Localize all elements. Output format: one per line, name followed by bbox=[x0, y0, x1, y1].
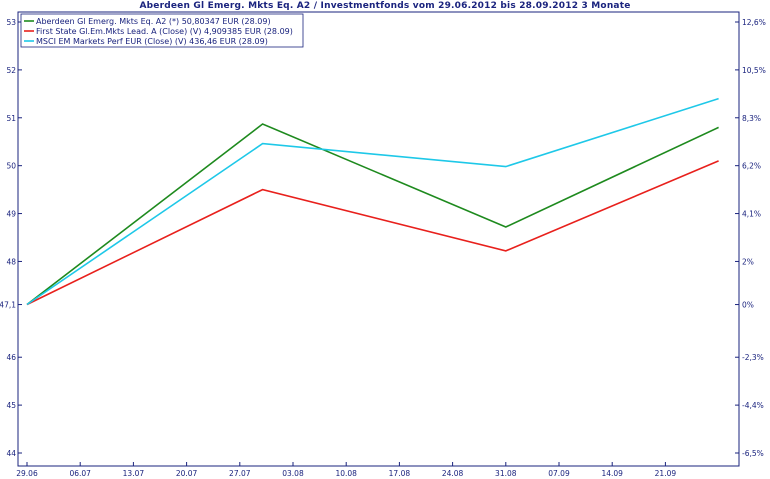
x-tick-label: 24.08 bbox=[442, 469, 464, 478]
x-tick-label: 20.07 bbox=[176, 469, 198, 478]
y-right-tick-label: -4,4% bbox=[742, 401, 764, 410]
chart-title: Aberdeen Gl Emerg. Mkts Eq. A2 / Investm… bbox=[139, 1, 631, 11]
y-right-tick-label: 12,6% bbox=[742, 18, 766, 27]
x-tick-label: 14.09 bbox=[601, 469, 623, 478]
x-tick-label: 03.08 bbox=[282, 469, 304, 478]
y-left-tick-label: 48 bbox=[6, 257, 16, 266]
x-tick-label: 13.07 bbox=[123, 469, 145, 478]
legend-entry-3: MSCI EM Markets Perf EUR (Close) (V) 436… bbox=[36, 37, 268, 46]
x-tick-label: 07.09 bbox=[548, 469, 570, 478]
plot-frame bbox=[17, 11, 740, 467]
x-tick-label: 21.09 bbox=[655, 469, 677, 478]
series-line-2 bbox=[26, 160, 719, 306]
y-left-tick-label: 45 bbox=[6, 401, 16, 410]
y-right-tick-label: 8,3% bbox=[742, 114, 761, 123]
x-tick-label: 06.07 bbox=[69, 469, 91, 478]
series-line-1 bbox=[26, 123, 719, 306]
y-right-tick-label: 4,1% bbox=[742, 210, 761, 219]
legend-entry-1: Aberdeen Gl Emerg. Mkts Eq. A2 (*) 50,80… bbox=[36, 17, 271, 26]
y-left-tick-label: 46 bbox=[6, 353, 16, 362]
y-right-tick-label: 6,2% bbox=[742, 162, 761, 171]
y-left-tick-label: 52 bbox=[6, 66, 16, 75]
y-left-tick-label: 50 bbox=[6, 162, 16, 171]
x-tick-label: 29.06 bbox=[16, 469, 38, 478]
legend-entry-2: First State Gl.Em.Mkts Lead. A (Close) (… bbox=[36, 27, 293, 36]
x-tick-label: 17.08 bbox=[389, 469, 411, 478]
y-right-tick-label: -2,3% bbox=[742, 353, 764, 362]
series-line-3 bbox=[26, 97, 719, 306]
x-tick-label: 10.08 bbox=[335, 469, 357, 478]
y-left-tick-label: 53 bbox=[6, 18, 16, 27]
x-tick-label: 31.08 bbox=[495, 469, 517, 478]
y-right-tick-label: 2% bbox=[742, 257, 754, 266]
legend-box bbox=[20, 13, 304, 48]
y-left-tick-label: 47,1 bbox=[0, 301, 16, 310]
y-right-tick-label: 0% bbox=[742, 301, 754, 310]
y-left-tick-label: 49 bbox=[6, 210, 16, 219]
y-right-tick-label: 10,5% bbox=[742, 66, 766, 75]
y-left-tick-label: 44 bbox=[6, 449, 16, 458]
y-left-tick-label: 51 bbox=[6, 114, 16, 123]
y-right-tick-label: -6,5% bbox=[742, 449, 764, 458]
x-tick-label: 27.07 bbox=[229, 469, 251, 478]
